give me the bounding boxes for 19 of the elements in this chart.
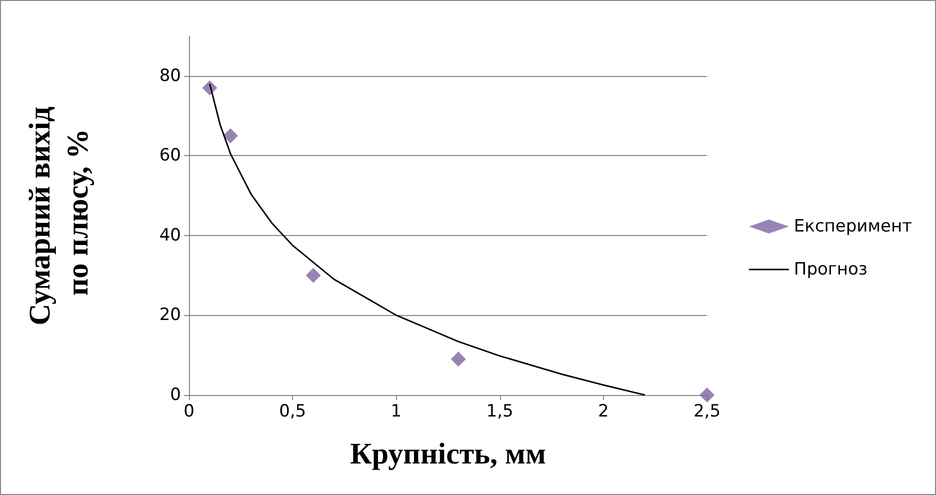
y-tick-label: 40 [159,225,181,246]
point [306,268,321,283]
x-tick-label: 2 [598,402,609,422]
x-tick-label: 1 [390,402,402,422]
x-tick-label: 2,5 [693,402,721,422]
x-tick-label: 1,5 [486,402,514,422]
legend-label: Прогноз [794,260,868,280]
y-tick-label: 0 [170,385,181,405]
point [700,388,714,402]
point [222,128,238,144]
y-tick-label: 60 [159,146,181,166]
y-tick-label: 80 [159,66,181,86]
y-axis-title: Сумарний вихід по плюсу, % [24,106,94,326]
x-axis-title: Крупність, мм [350,438,546,470]
x-tick-label: 0,5 [279,402,306,422]
x-tick-label: 0 [184,402,194,422]
point [450,352,466,367]
legend-label: Експеримент [794,216,912,236]
y-tick-label: 20 [159,305,181,326]
